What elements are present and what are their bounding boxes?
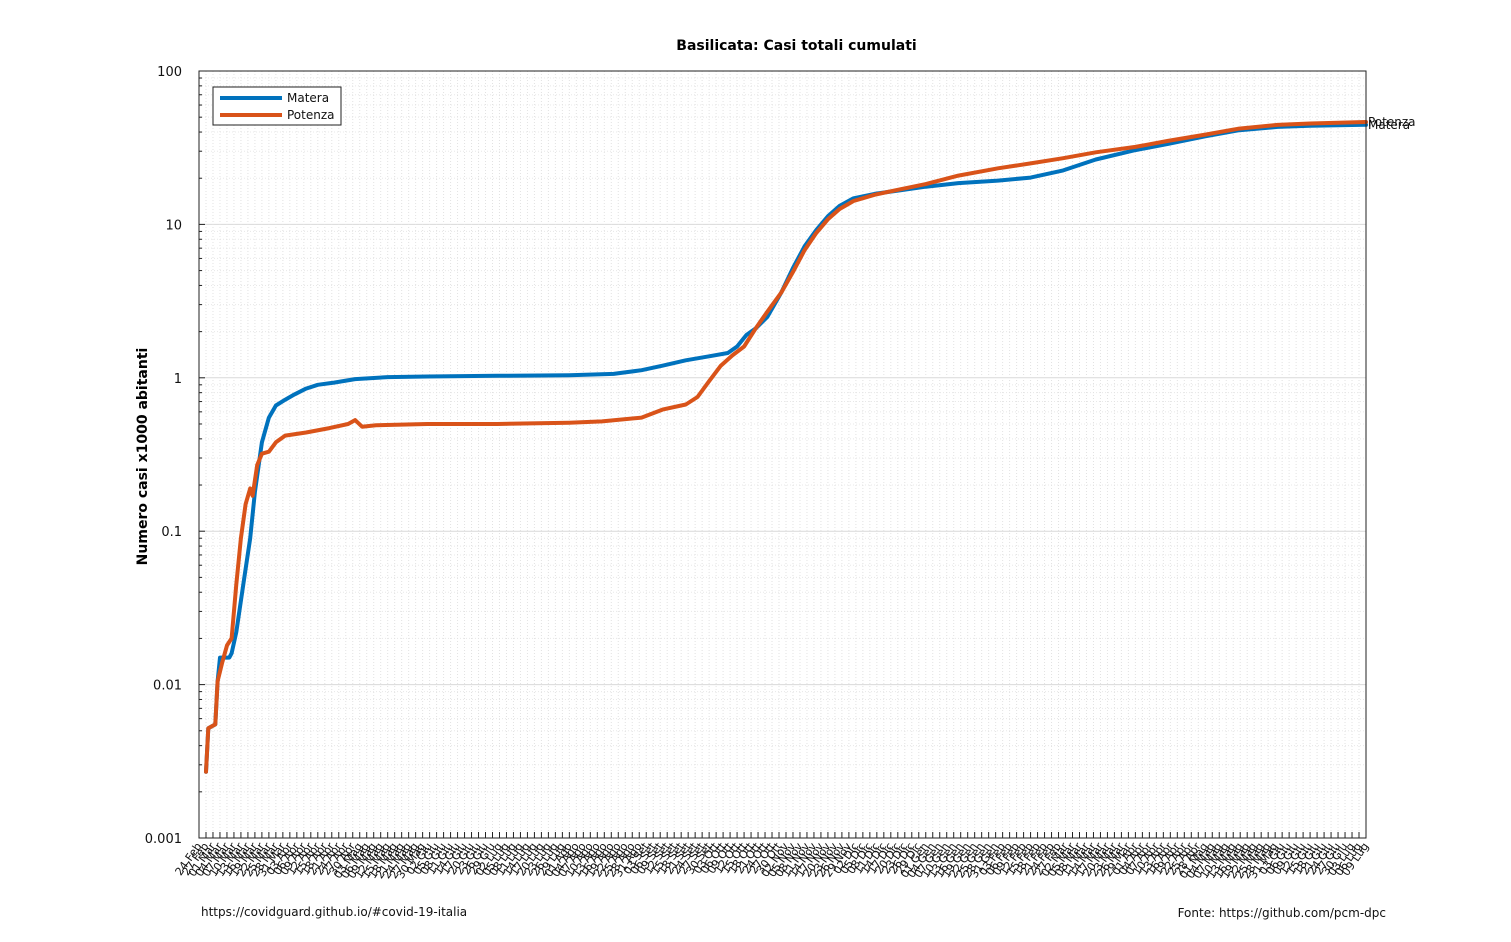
y-tick-label: 1 xyxy=(174,372,182,387)
legend-box xyxy=(212,86,342,126)
series-lines xyxy=(204,120,1368,774)
y-tick-label: 0.1 xyxy=(161,525,182,540)
chart-title: Basilicata: Casi totali cumulati xyxy=(676,38,916,54)
footer-source-link: https://covidguard.github.io/#covid-19-i… xyxy=(201,905,468,919)
end-label-potenza: Potenza xyxy=(1368,115,1416,129)
y-axis-label: Numero casi x1000 abitanti xyxy=(135,348,151,566)
footer-credit: Fonte: https://github.com/pcm-dpc xyxy=(1177,906,1386,920)
legend-label-potenza: Potenza xyxy=(287,108,335,122)
plot-frame xyxy=(198,70,1367,839)
y-tick-label: 0.01 xyxy=(153,679,182,694)
grid xyxy=(198,70,1367,839)
y-tick-label: 0.001 xyxy=(145,832,182,847)
end-label-matera: Matera xyxy=(1368,118,1410,132)
series-line-potenza xyxy=(204,120,1368,774)
series-line-matera xyxy=(204,122,1368,774)
legend-label-matera: Matera xyxy=(287,91,329,105)
legend: Matera Potenza xyxy=(212,86,342,126)
y-tick-label: 100 xyxy=(157,65,182,80)
y-tick-label: 10 xyxy=(165,218,182,233)
y-axis-ticks: 0.001 0.01 0.1 1 10 100 xyxy=(145,65,205,847)
